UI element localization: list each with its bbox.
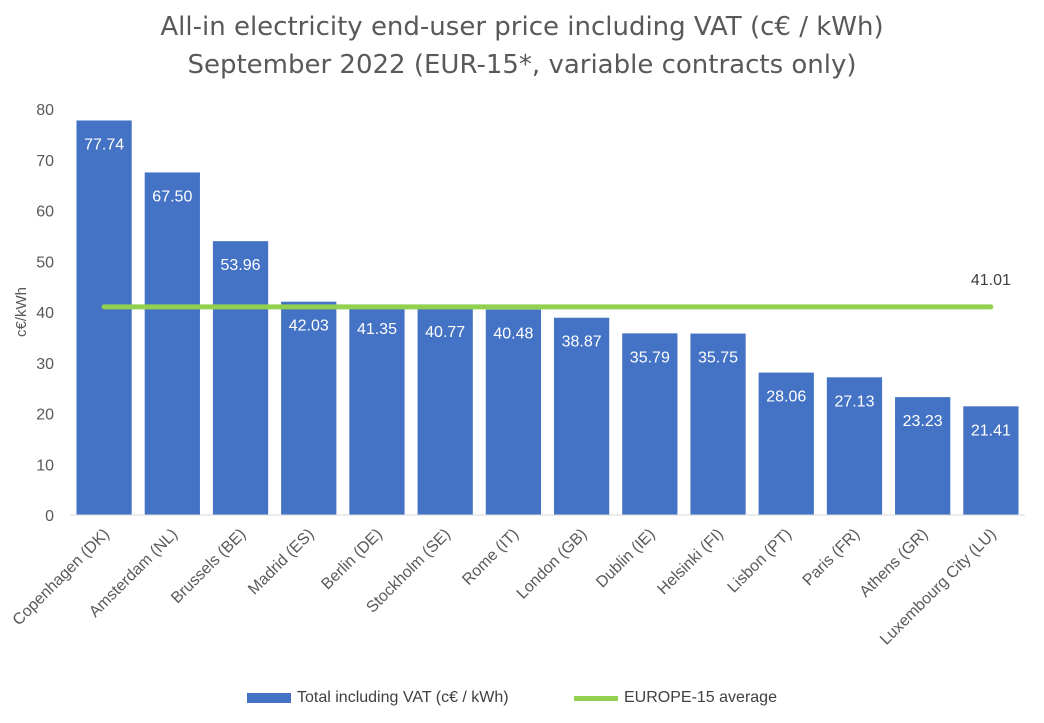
y-tick-label: 40 — [36, 305, 54, 322]
data-label: 28.06 — [766, 389, 806, 406]
bar — [622, 333, 678, 515]
y-tick-label: 20 — [36, 407, 54, 424]
bar — [417, 308, 473, 515]
bar — [553, 317, 610, 515]
y-tick-label: 10 — [36, 457, 54, 474]
bar — [281, 301, 337, 515]
x-tick-label: Paris (FR) — [800, 526, 864, 590]
bar — [485, 309, 542, 515]
data-label: 67.50 — [152, 188, 192, 205]
legend-item-total: Total including VAT (c€ / kWh) — [247, 689, 509, 707]
y-axis-title: c€/kWh — [13, 287, 30, 337]
data-label: 35.79 — [630, 349, 670, 366]
bar — [758, 372, 814, 515]
bar — [349, 305, 405, 515]
y-tick-label: 0 — [45, 508, 54, 525]
x-tick-label: Rome (IT) — [459, 526, 522, 589]
average-label: 41.01 — [971, 272, 1011, 289]
data-label: 27.13 — [834, 393, 874, 410]
bar — [895, 397, 951, 515]
chart-title: All-in electricity end-user price includ… — [160, 12, 884, 42]
chart-subtitle: September 2022 (EUR-15*, variable contra… — [187, 50, 857, 80]
y-tick-label: 30 — [36, 356, 54, 373]
legend-swatch-line — [574, 695, 618, 701]
legend-label-average: EUROPE-15 average — [624, 689, 777, 706]
x-tick-label: Berlin (DE) — [318, 526, 385, 593]
x-tick-label: Athens (GR) — [857, 526, 932, 601]
data-label: 35.75 — [698, 350, 738, 367]
bar — [76, 120, 132, 516]
data-label: 23.23 — [903, 413, 943, 430]
data-label: 77.74 — [84, 136, 124, 153]
x-tick-label: Helsinki (FI) — [654, 526, 726, 598]
legend: Total including VAT (c€ / kWh) EUROPE-15… — [0, 689, 1044, 711]
data-label: 40.48 — [493, 326, 533, 343]
data-label: 21.41 — [971, 422, 1011, 439]
x-tick-label: Lisbon (PT) — [725, 526, 796, 597]
bar — [963, 406, 1019, 515]
y-tick-label: 80 — [36, 102, 54, 119]
x-tick-label: London (GB) — [514, 526, 591, 603]
bar — [144, 172, 200, 515]
y-tick-label: 50 — [36, 254, 54, 271]
data-label: 53.96 — [221, 257, 261, 274]
legend-label-total: Total including VAT (c€ / kWh) — [297, 689, 509, 706]
data-label: 40.77 — [425, 324, 465, 341]
legend-item-average: EUROPE-15 average — [574, 689, 777, 707]
bar — [690, 333, 746, 515]
y-tick-label: 70 — [36, 153, 54, 170]
data-label: 41.35 — [357, 321, 397, 338]
x-tick-label: Luxembourg City (LU) — [877, 526, 1000, 649]
data-label: 42.03 — [289, 318, 329, 335]
y-tick-label: 60 — [36, 204, 54, 221]
x-tick-label: Madrid (ES) — [245, 526, 317, 598]
x-tick-label: Dublin (IE) — [593, 526, 658, 591]
legend-swatch-bar — [247, 693, 291, 703]
bar — [826, 377, 883, 515]
data-label: 38.87 — [562, 334, 602, 351]
bar — [212, 241, 269, 515]
